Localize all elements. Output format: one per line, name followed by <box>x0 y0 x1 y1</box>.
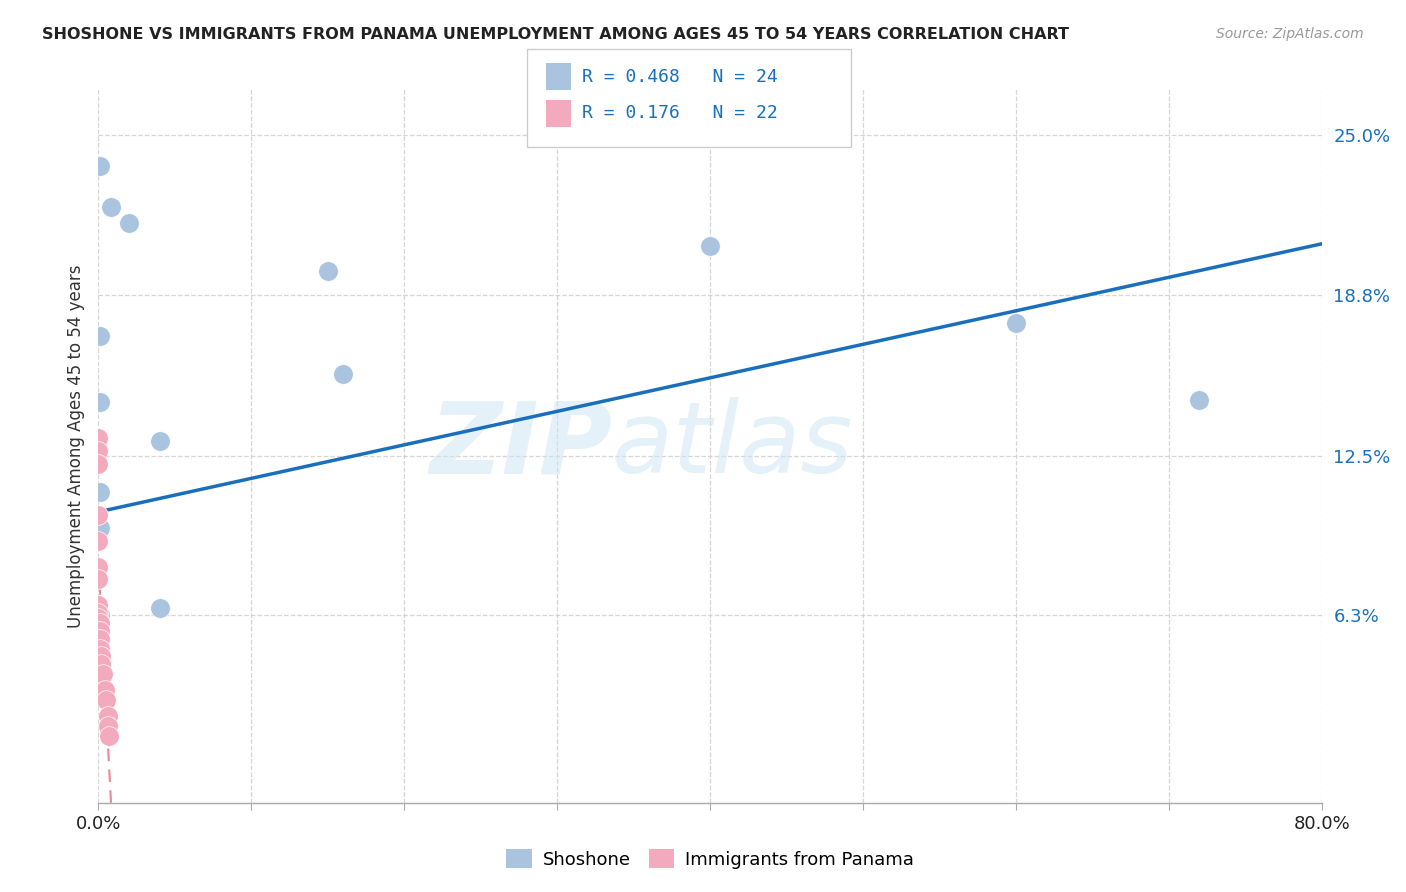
Point <box>699 239 721 253</box>
Point <box>89 644 111 658</box>
Point <box>89 485 111 500</box>
Point <box>87 573 110 587</box>
Point <box>89 639 111 653</box>
Point <box>98 729 121 743</box>
Point <box>89 521 111 535</box>
Point <box>89 632 111 646</box>
Point <box>87 611 110 625</box>
Point <box>89 159 111 173</box>
Point <box>118 216 141 230</box>
Point <box>89 659 111 673</box>
Point <box>89 395 111 409</box>
Legend: Shoshone, Immigrants from Panama: Shoshone, Immigrants from Panama <box>499 842 921 876</box>
Point <box>89 678 111 692</box>
Point <box>100 200 122 214</box>
Point <box>90 657 112 672</box>
Point <box>332 367 354 381</box>
Point <box>90 649 112 664</box>
Point <box>89 328 111 343</box>
Point <box>89 616 111 631</box>
Text: R = 0.468   N = 24: R = 0.468 N = 24 <box>582 68 778 86</box>
Point <box>89 634 111 648</box>
Text: Source: ZipAtlas.com: Source: ZipAtlas.com <box>1216 27 1364 41</box>
Text: atlas: atlas <box>612 398 853 494</box>
Point <box>87 431 110 445</box>
Text: R = 0.176   N = 22: R = 0.176 N = 22 <box>582 104 778 122</box>
Point <box>1004 316 1026 330</box>
Point <box>89 624 111 638</box>
Point <box>1188 392 1211 407</box>
Point <box>89 624 111 638</box>
Point <box>316 264 339 278</box>
Point <box>87 457 110 471</box>
Y-axis label: Unemployment Among Ages 45 to 54 years: Unemployment Among Ages 45 to 54 years <box>66 264 84 628</box>
Point <box>87 606 110 620</box>
Point <box>97 719 120 733</box>
Point <box>93 682 115 697</box>
Point <box>97 708 120 723</box>
Point <box>149 600 172 615</box>
Text: SHOSHONE VS IMMIGRANTS FROM PANAMA UNEMPLOYMENT AMONG AGES 45 TO 54 YEARS CORREL: SHOSHONE VS IMMIGRANTS FROM PANAMA UNEMP… <box>42 27 1069 42</box>
Point <box>87 444 110 458</box>
Point <box>87 508 110 523</box>
Point <box>89 670 111 684</box>
Point <box>89 608 111 623</box>
Point <box>149 434 172 448</box>
Point <box>87 598 110 612</box>
Point <box>89 641 111 656</box>
Point <box>87 559 110 574</box>
Point <box>87 665 110 679</box>
Text: ZIP: ZIP <box>429 398 612 494</box>
Point <box>91 667 114 681</box>
Point <box>89 655 111 669</box>
Point <box>94 693 117 707</box>
Point <box>87 533 110 548</box>
